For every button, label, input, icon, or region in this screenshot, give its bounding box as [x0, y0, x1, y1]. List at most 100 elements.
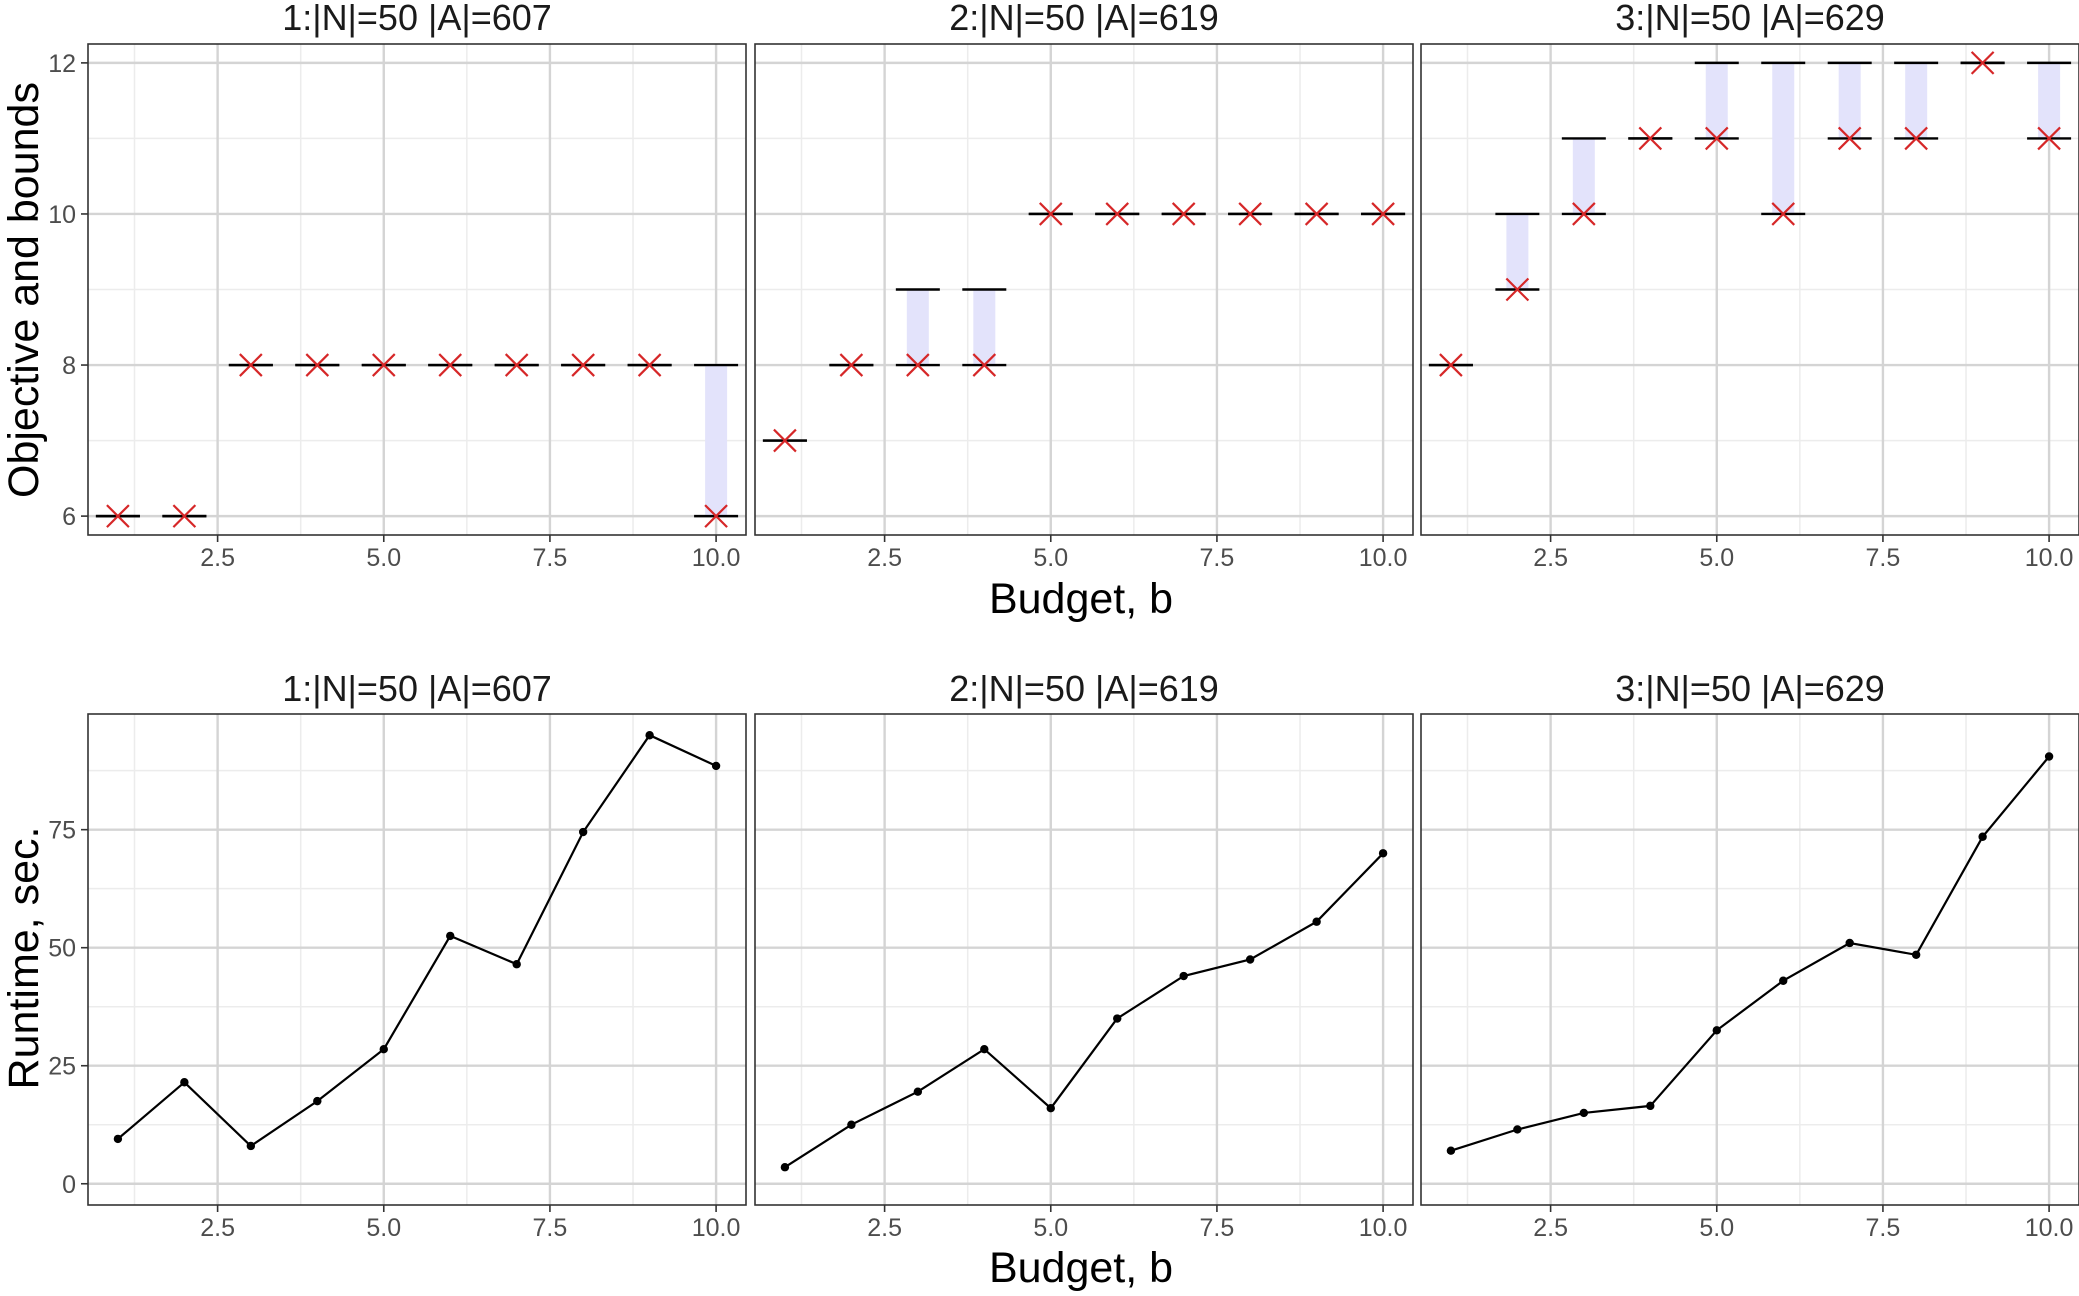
- objective-point-stroke-b: [1439, 353, 1463, 377]
- runtime-point: [1779, 976, 1788, 985]
- objective-point: [773, 428, 797, 453]
- objective-point: [172, 504, 197, 528]
- runtime-point: [1179, 971, 1188, 981]
- panel-title: 2:|N|=50 |A|=619: [949, 0, 1219, 38]
- objective-point: [1837, 126, 1862, 151]
- panel-title: 3:|N|=50 |A|=629: [1615, 0, 1885, 38]
- objective-point-stroke-b: [1171, 202, 1196, 226]
- objective-point: [1704, 126, 1729, 151]
- objective-point-stroke-b: [1505, 277, 1530, 302]
- objective-point: [1505, 277, 1530, 302]
- runtime-point: [913, 1087, 923, 1096]
- x-tick-label: 5.0: [366, 544, 401, 572]
- runtime-point: [1513, 1125, 1522, 1134]
- objective-point: [1105, 202, 1130, 226]
- runtime-point: [1646, 1101, 1655, 1111]
- x-tick-label: 5.0: [1033, 544, 1068, 572]
- gap-band: [1705, 62, 1728, 139]
- panel-runtime-2: 2:|N|=50 |A|=619 2.5 5.0 7.5 10.0: [754, 668, 1414, 1242]
- objective-point-stroke-b: [773, 428, 797, 453]
- panel-objective-2: 2:|N|=50 |A|=619 2.5 5.0 7.5 10.0: [754, 0, 1414, 572]
- y-tick-label: 10: [48, 201, 76, 229]
- objective-point: [2037, 126, 2061, 151]
- runtime-point: [1245, 955, 1255, 964]
- runtime-point: [446, 931, 455, 941]
- bottom-x-axis-title: Budget, b: [989, 1244, 1173, 1292]
- y-tick-label: 75: [48, 817, 76, 845]
- x-tick-label: 2.5: [1533, 544, 1568, 572]
- gap-band: [705, 365, 728, 517]
- x-tick-label: 7.5: [533, 1214, 568, 1242]
- panel-background: [1421, 714, 2079, 1205]
- x-tick-label: 7.5: [1866, 1214, 1901, 1242]
- objective-point: [1171, 202, 1196, 226]
- objective-point-stroke-b: [1238, 202, 1262, 226]
- runtime-point: [180, 1078, 189, 1087]
- panel-title: 3:|N|=50 |A|=629: [1615, 668, 1885, 709]
- objective-point: [239, 353, 263, 377]
- objective-point-stroke-b: [704, 504, 728, 528]
- runtime-point: [1378, 849, 1388, 858]
- objective-point-stroke-b: [906, 353, 930, 377]
- panel-background: [88, 714, 746, 1205]
- gap-band: [1506, 213, 1529, 290]
- objective-point-stroke-b: [305, 353, 330, 377]
- runtime-series-line: [1450, 755, 2050, 1152]
- runtime-point: [1978, 832, 1987, 841]
- panel-title: 1:|N|=50 |A|=607: [282, 0, 552, 38]
- panel-objective-3: 3:|N|=50 |A|=629 2.5 5.0 7.5 10.0: [1420, 0, 2079, 572]
- objective-point: [704, 504, 728, 528]
- panel-border: [1420, 713, 2079, 1206]
- panel-border: [1420, 43, 2079, 536]
- objective-point-stroke-b: [1638, 126, 1663, 151]
- panel-title: 2:|N|=50 |A|=619: [949, 668, 1219, 709]
- x-tick-label: 2.5: [200, 1214, 235, 1242]
- x-tick-label: 2.5: [867, 1214, 902, 1242]
- objective-point-stroke-b: [1038, 202, 1063, 226]
- y-tick-label: 50: [48, 935, 76, 963]
- objective-point-stroke-b: [1704, 126, 1729, 151]
- x-tick-label: 5.0: [1699, 544, 1734, 572]
- x-tick-label: 5.0: [1033, 1214, 1068, 1242]
- runtime-point: [512, 960, 521, 969]
- runtime-point: [1845, 938, 1854, 948]
- x-tick-label: 10.0: [2025, 1214, 2074, 1242]
- panel-border: [87, 713, 747, 1206]
- objective-point: [906, 353, 930, 377]
- runtime-point: [711, 761, 721, 771]
- objective-point-stroke-b: [106, 504, 130, 528]
- gap-band: [906, 289, 929, 366]
- objective-point-stroke-b: [438, 353, 463, 377]
- top-y-axis-title: Objective and bounds: [0, 82, 48, 498]
- x-tick-label: 2.5: [1533, 1214, 1568, 1242]
- panel-runtime-1: 1:|N|=50 |A|=607 2.5 5.0 7.5 10.0 0 25 50 75: [48, 668, 747, 1242]
- x-tick-label: 7.5: [533, 544, 568, 572]
- objective-point-stroke-b: [1904, 126, 1928, 151]
- gap-band: [1838, 62, 1861, 139]
- objective-point-stroke-b: [1371, 202, 1395, 226]
- objective-point-stroke-b: [172, 504, 197, 528]
- objective-point: [972, 353, 997, 377]
- top-x-axis-title: Budget, b: [989, 575, 1173, 623]
- runtime-row: 1:|N|=50 |A|=607 2.5 5.0 7.5 10.0 0 25 50 75 2:|N…: [48, 668, 2079, 1242]
- runtime-point: [1446, 1146, 1456, 1155]
- objective-point: [1904, 126, 1928, 151]
- objective-point: [305, 353, 330, 377]
- runtime-point: [246, 1141, 256, 1151]
- x-tick-label: 2.5: [200, 544, 235, 572]
- gap-band: [1905, 62, 1928, 139]
- gap-band: [2038, 62, 2061, 139]
- objective-point: [839, 353, 864, 377]
- objective-point: [1439, 353, 1463, 377]
- objective-point-stroke-b: [1771, 202, 1796, 226]
- y-tick-label: 8: [62, 352, 76, 380]
- runtime-point: [379, 1045, 388, 1054]
- objective-point: [1771, 202, 1796, 226]
- objective-point-stroke-b: [504, 353, 529, 377]
- y-tick-label: 12: [48, 50, 76, 78]
- runtime-point: [1312, 917, 1321, 926]
- runtime-point: [313, 1096, 322, 1106]
- objective-point-stroke-b: [972, 353, 997, 377]
- objective-point: [1970, 51, 1995, 75]
